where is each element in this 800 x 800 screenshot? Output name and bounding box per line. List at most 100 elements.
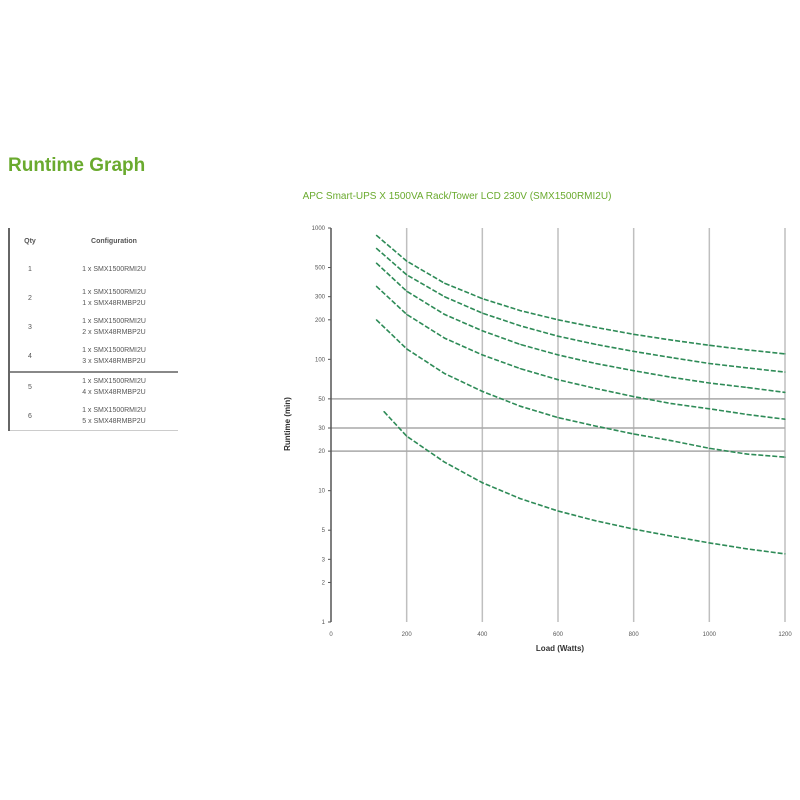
y-tick-label: 300 bbox=[315, 295, 326, 301]
runtime-series-point bbox=[557, 510, 559, 512]
page-title: Runtime Graph bbox=[8, 155, 146, 176]
runtime-series-point bbox=[746, 367, 748, 369]
legend-row-configuration: 1 x SMX1500RMI2U 5 x SMX48RMBP2U bbox=[50, 405, 178, 427]
legend-row-line: 2 x SMX48RMBP2U bbox=[82, 329, 146, 336]
runtime-series-point bbox=[375, 285, 377, 287]
runtime-series-point bbox=[519, 343, 521, 345]
runtime-series-point bbox=[595, 343, 597, 345]
y-tick-label: 1000 bbox=[312, 226, 326, 232]
legend-row: 1 1 x SMX1500RMI2U bbox=[10, 256, 178, 284]
legend-row-line: 1 x SMX1500RMI2U bbox=[82, 289, 146, 296]
x-tick-label: 600 bbox=[553, 632, 564, 638]
runtime-series-point bbox=[784, 418, 786, 420]
runtime-series-point bbox=[670, 376, 673, 378]
runtime-series-point bbox=[481, 390, 483, 392]
runtime-series-point bbox=[406, 274, 408, 276]
axis-layer: 0 200 400 600 800 1000 1200 1 2 3 5 10 20 30 50 100 200 3… bbox=[312, 226, 793, 638]
legend-row-configuration: 1 x SMX1500RMI2U 2 x SMX48RMBP2U bbox=[50, 316, 178, 338]
legend-row-configuration: 1 x SMX1500RMI2U 3 x SMX48RMBP2U bbox=[50, 345, 178, 367]
x-tick-label: 800 bbox=[629, 632, 640, 638]
runtime-series-point bbox=[670, 357, 673, 359]
runtime-series-point bbox=[784, 456, 786, 458]
runtime-series-point bbox=[519, 309, 521, 312]
runtime-series-point bbox=[746, 453, 748, 455]
runtime-series-point bbox=[406, 348, 408, 350]
legend-row-line: 1 x SMX1500RMI2U bbox=[82, 347, 146, 354]
y-axis-label: Runtime (min) bbox=[283, 397, 292, 451]
legend-row-line: 5 x SMX48RMBP2U bbox=[82, 418, 146, 425]
runtime-series-point bbox=[708, 408, 710, 410]
y-tick-label: 1 bbox=[322, 620, 326, 626]
legend-row: 6 1 x SMX1500RMI2U 5 x SMX48RMBP2U bbox=[10, 402, 178, 431]
runtime-series-point bbox=[443, 461, 446, 463]
runtime-series-point bbox=[557, 354, 559, 356]
legend-row-line: 4 x SMX48RMBP2U bbox=[82, 389, 146, 396]
runtime-series-point bbox=[708, 382, 710, 384]
runtime-series-line bbox=[375, 234, 786, 355]
y-tick-label: 2 bbox=[322, 580, 326, 586]
runtime-series-point bbox=[375, 234, 377, 236]
runtime-series-point bbox=[633, 433, 635, 435]
x-tick-label: 400 bbox=[477, 632, 488, 638]
legend-row-configuration: 1 x SMX1500RMI2U 4 x SMX48RMBP2U bbox=[50, 376, 178, 398]
series-layer bbox=[375, 234, 786, 555]
legend-row-qty: 2 bbox=[28, 294, 32, 302]
runtime-series-point bbox=[633, 370, 635, 372]
legend-row: 3 1 x SMX1500RMI2U 2 x SMX48RMBP2U bbox=[10, 313, 178, 342]
runtime-series-point bbox=[595, 362, 597, 365]
runtime-series-point bbox=[519, 368, 521, 370]
x-tick-label: 1000 bbox=[703, 632, 717, 638]
x-tick-label: 0 bbox=[329, 632, 333, 638]
grid-layer bbox=[331, 228, 786, 622]
legend-row-qty: 6 bbox=[28, 412, 32, 420]
legend-row-configuration: 1 x SMX1500RMI2U 1 x SMX48RMBP2U bbox=[50, 287, 178, 309]
runtime-series-point bbox=[784, 353, 786, 355]
y-tick-label: 30 bbox=[318, 426, 325, 432]
runtime-series-point bbox=[784, 391, 786, 394]
runtime-series-point bbox=[519, 498, 521, 500]
y-tick-label: 500 bbox=[315, 266, 326, 272]
runtime-series-point bbox=[406, 260, 408, 262]
x-axis-label: Load (Watts) bbox=[536, 644, 584, 653]
runtime-series-point bbox=[443, 296, 446, 298]
legend-row-line: 1 x SMX1500RMI2U bbox=[82, 378, 146, 385]
legend-row-line: 3 x SMX48RMBP2U bbox=[82, 358, 146, 365]
runtime-series-point bbox=[633, 350, 635, 352]
legend-row-configuration: 1 x SMX1500RMI2U bbox=[50, 264, 178, 275]
runtime-series-point bbox=[595, 520, 597, 522]
runtime-series-point bbox=[595, 326, 597, 329]
runtime-series-point bbox=[746, 413, 748, 416]
runtime-series-point bbox=[633, 528, 635, 530]
runtime-series-point bbox=[375, 262, 377, 264]
runtime-series-point bbox=[406, 290, 408, 292]
legend-row-line: 1 x SMX1500RMI2U bbox=[82, 407, 146, 414]
runtime-series-point bbox=[633, 396, 635, 398]
runtime-series-point bbox=[557, 417, 559, 419]
chart-title: APC Smart-UPS X 1500VA Rack/Tower LCD 23… bbox=[302, 191, 612, 202]
runtime-series-point bbox=[443, 282, 446, 284]
runtime-series-point bbox=[481, 298, 483, 300]
runtime-series-point bbox=[708, 542, 710, 544]
x-tick-label: 200 bbox=[402, 632, 413, 638]
legend-row-qty: 4 bbox=[28, 352, 32, 360]
legend-header-row: Qty Configuration bbox=[10, 228, 178, 256]
y-tick-label: 5 bbox=[322, 528, 326, 534]
legend-row: 2 1 x SMX1500RMI2U 1 x SMX48RMBP2U bbox=[10, 284, 178, 313]
runtime-series-point bbox=[375, 247, 377, 249]
y-tick-label: 10 bbox=[318, 489, 325, 495]
runtime-series-line bbox=[375, 247, 786, 373]
runtime-series-point bbox=[481, 482, 483, 484]
y-tick-label: 20 bbox=[318, 449, 325, 455]
legend-row-qty: 5 bbox=[28, 383, 32, 391]
legend-header-qty: Qty bbox=[24, 238, 36, 245]
legend-row: 4 1 x SMX1500RMI2U 3 x SMX48RMBP2U bbox=[10, 342, 178, 371]
legend-row-qty: 3 bbox=[28, 323, 32, 331]
legend-row-line: 1 x SMX1500RMI2U bbox=[82, 266, 146, 273]
runtime-series-point bbox=[746, 349, 748, 351]
runtime-series-point bbox=[708, 344, 710, 346]
configuration-legend-table: Qty Configuration 1 1 x SMX1500RMI2U 2 1… bbox=[8, 228, 178, 431]
legend-row-line: 1 x SMX1500RMI2U bbox=[82, 318, 146, 325]
runtime-series-point bbox=[670, 440, 673, 442]
runtime-series-line bbox=[375, 319, 786, 458]
runtime-series-point bbox=[557, 319, 559, 321]
